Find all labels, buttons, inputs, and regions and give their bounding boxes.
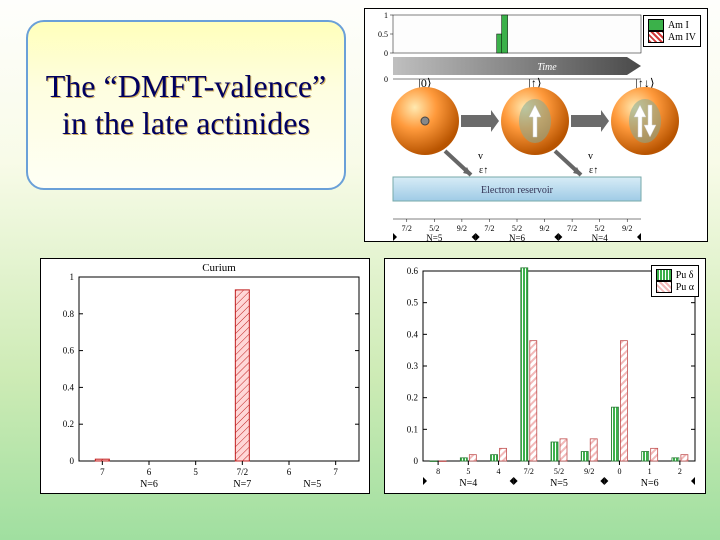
- svg-text:6: 6: [287, 467, 292, 477]
- svg-text:N=7: N=7: [233, 479, 251, 490]
- svg-text:0: 0: [384, 49, 388, 58]
- legend-pu: Pu δ Pu α: [651, 265, 699, 297]
- svg-text:1: 1: [648, 467, 652, 476]
- svg-text:N=4: N=4: [459, 478, 477, 489]
- svg-text:0: 0: [414, 456, 419, 466]
- svg-text:N=5: N=5: [426, 233, 443, 243]
- svg-text:5: 5: [466, 467, 470, 476]
- legend-label: Pu δ: [676, 270, 694, 281]
- svg-text:Curium: Curium: [202, 262, 236, 274]
- svg-text:0.2: 0.2: [407, 393, 418, 403]
- title-box: The “DMFT-valence” in the late actinides: [26, 20, 346, 190]
- svg-text:7/2: 7/2: [484, 224, 494, 233]
- svg-text:5/2: 5/2: [512, 224, 522, 233]
- svg-text:5/2: 5/2: [554, 467, 564, 476]
- legend-row: Am IV: [648, 31, 696, 43]
- svg-text:5/2: 5/2: [429, 224, 439, 233]
- svg-text:0.8: 0.8: [63, 309, 75, 319]
- svg-text:6: 6: [147, 467, 152, 477]
- svg-text:1: 1: [70, 272, 75, 282]
- svg-text:8: 8: [436, 467, 440, 476]
- svg-text:5/2: 5/2: [595, 224, 605, 233]
- svg-text:0: 0: [617, 467, 621, 476]
- svg-text:7/2: 7/2: [237, 467, 249, 477]
- legend-label: Am I: [668, 20, 689, 31]
- svg-text:4: 4: [497, 467, 501, 476]
- legend-row: Am I: [648, 19, 696, 31]
- svg-text:7/2: 7/2: [524, 467, 534, 476]
- svg-text:N=6: N=6: [140, 479, 158, 490]
- svg-text:0.5: 0.5: [407, 298, 419, 308]
- svg-text:0.5: 0.5: [378, 30, 388, 39]
- svg-text:1: 1: [384, 11, 388, 20]
- legend-label: Pu α: [676, 282, 694, 293]
- svg-text:7/2: 7/2: [402, 224, 412, 233]
- svg-text:0.6: 0.6: [63, 346, 75, 356]
- legend-swatch-pu-delta: [656, 269, 672, 281]
- svg-text:0: 0: [70, 456, 75, 466]
- svg-text:0.3: 0.3: [407, 361, 419, 371]
- panel-curium-bar: Curium 0 0.2 0.4 0.6 0.8 1 7 6 5 7/2 6 7 N=6 N=7 N=5: [40, 258, 370, 494]
- svg-text:7/2: 7/2: [567, 224, 577, 233]
- slide-title: The “DMFT-valence” in the late actinides: [38, 68, 334, 142]
- svg-text:0.4: 0.4: [63, 382, 75, 392]
- svg-text:2: 2: [678, 467, 682, 476]
- svg-text:N=5: N=5: [550, 478, 568, 489]
- legend-swatch-am1: [648, 19, 664, 31]
- svg-text:N=4: N=4: [592, 233, 609, 243]
- legend-swatch-pu-alpha: [656, 281, 672, 293]
- svg-text:N=5: N=5: [303, 479, 321, 490]
- panel-am-time-evolution: 00.51Time|0⟩|↑⟩|↑↓⟩0vvElectron reservoir…: [364, 8, 708, 242]
- svg-text:9/2: 9/2: [584, 467, 594, 476]
- slide: The “DMFT-valence” in the late actinides…: [0, 0, 720, 540]
- legend-row: Pu δ: [656, 269, 694, 281]
- svg-text:0.1: 0.1: [407, 424, 418, 434]
- svg-text:Electron reservoir: Electron reservoir: [481, 185, 554, 196]
- svg-text:7: 7: [333, 467, 338, 477]
- legend-swatch-am4: [648, 31, 664, 43]
- svg-text:v: v: [478, 151, 483, 162]
- svg-text:9/2: 9/2: [457, 224, 467, 233]
- svg-text:9/2: 9/2: [539, 224, 549, 233]
- svg-text:v: v: [588, 151, 593, 162]
- svg-text:N=6: N=6: [509, 233, 526, 243]
- svg-text:0.6: 0.6: [407, 266, 419, 276]
- svg-text:Time: Time: [537, 62, 557, 73]
- svg-text:ε↑: ε↑: [589, 165, 598, 176]
- legend-row: Pu α: [656, 281, 694, 293]
- legend-am: Am I Am IV: [643, 15, 701, 47]
- panel-pu-bar: 0 0.1 0.2 0.3 0.4 0.5 0.6 8 5 4 7/2 5/2 9/2 0 1 2 N=4 N=5…: [384, 258, 706, 494]
- svg-text:9/2: 9/2: [622, 224, 632, 233]
- svg-text:0.2: 0.2: [63, 419, 74, 429]
- svg-text:7: 7: [100, 467, 105, 477]
- svg-text:5: 5: [193, 467, 198, 477]
- svg-text:0.4: 0.4: [407, 329, 419, 339]
- legend-label: Am IV: [668, 32, 696, 43]
- svg-text:N=6: N=6: [641, 478, 659, 489]
- svg-text:ε↑: ε↑: [479, 165, 488, 176]
- svg-text:0: 0: [384, 75, 388, 84]
